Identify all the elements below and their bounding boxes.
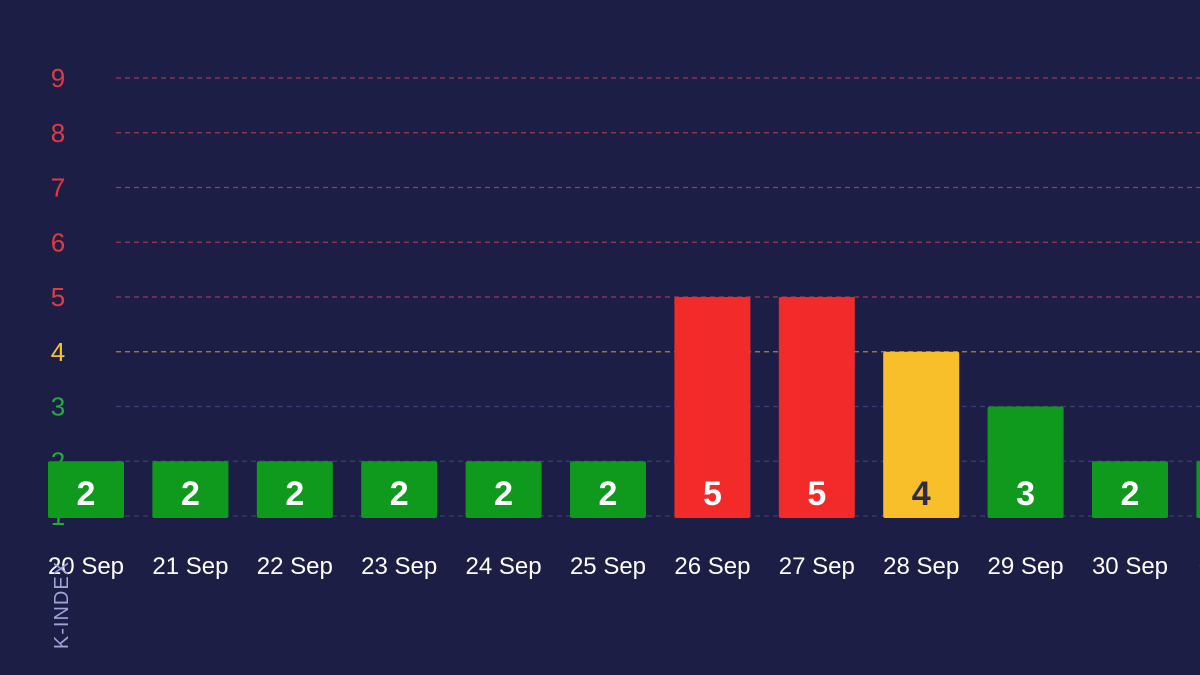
x-tick-label: 23 Sep (361, 553, 437, 580)
x-tick-label: 30 Sep (1092, 553, 1168, 580)
bar (1092, 461, 1168, 518)
y-axis-label: K-INDEX (51, 561, 73, 649)
bar (987, 406, 1064, 518)
bar (465, 461, 542, 518)
x-tick-label: 24 Sep (466, 553, 542, 580)
bar (152, 461, 229, 518)
bar (256, 461, 333, 518)
x-tick-label: 27 Sep (779, 553, 855, 580)
x-tick-label: 20 Sep (48, 553, 124, 580)
x-tick-label: 28 Sep (883, 553, 959, 580)
y-tick-label: 4 (51, 337, 65, 367)
bar (570, 461, 646, 518)
bar-value-label: 2 (390, 475, 409, 513)
bar-value-label: 2 (77, 475, 96, 513)
bar-value-label: 2 (1121, 475, 1140, 513)
y-tick-label: 6 (51, 227, 65, 257)
x-tick-label: 21 Sep (152, 553, 228, 580)
x-axis-ticks: 20 Sep 21 Sep 22 Sep 23 Sep 24 Sep 25 Sep 26 S… (48, 553, 1200, 580)
y-tick-label: 8 (51, 118, 65, 148)
bar-value-label: 5 (703, 475, 722, 513)
bar-value-label: 2 (181, 475, 200, 513)
x-tick-label: 22 Sep (257, 553, 333, 580)
bar (674, 297, 751, 518)
y-tick-label: 9 (51, 63, 65, 93)
bar-value-label: 5 (807, 475, 826, 513)
bar (778, 297, 855, 518)
bar (361, 461, 438, 518)
bar-value-label: 2 (494, 475, 513, 513)
bar (883, 351, 960, 518)
y-tick-label: 3 (51, 392, 65, 422)
x-tick-label: 29 Sep (988, 553, 1064, 580)
bar-value-label: 4 (912, 475, 931, 513)
y-tick-label: 7 (51, 173, 65, 203)
x-tick-label: 25 Sep (570, 553, 646, 580)
bar (1196, 461, 1200, 518)
x-tick-label: 26 Sep (674, 553, 750, 580)
y-tick-label: 5 (51, 282, 65, 312)
bar (48, 461, 124, 518)
bar-value-label: 2 (599, 475, 618, 513)
bar-value-label: 3 (1016, 475, 1035, 513)
bar-value-label: 2 (285, 475, 304, 513)
y-axis-ticks: 123456789 (51, 63, 65, 531)
